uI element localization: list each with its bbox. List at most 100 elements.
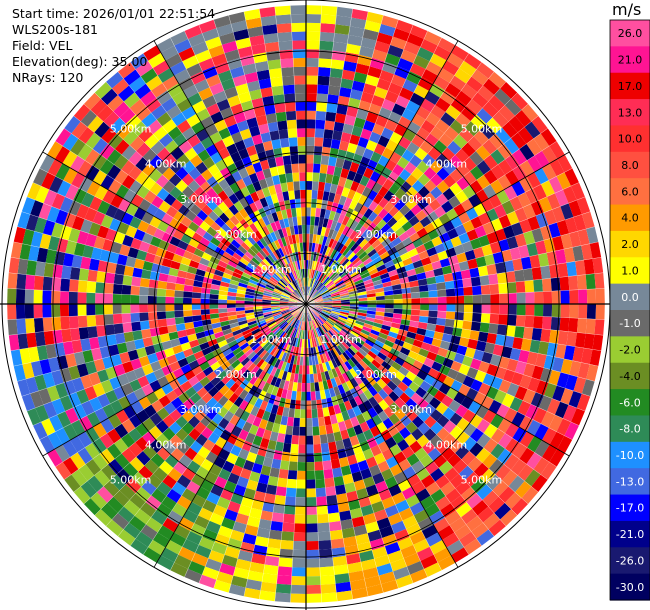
radar-gate	[25, 274, 36, 290]
radar-gate	[272, 338, 281, 347]
radar-gate	[280, 415, 289, 426]
radar-gate	[400, 181, 412, 193]
radar-gate	[322, 295, 332, 300]
radar-gate	[200, 415, 212, 427]
radar-gate	[234, 407, 245, 419]
radar-gate	[256, 240, 265, 250]
radar-gate	[382, 178, 394, 191]
radar-gate	[540, 328, 551, 343]
radar-gate	[138, 355, 151, 367]
radar-gate	[76, 363, 89, 378]
radar-gate	[388, 183, 401, 195]
radar-gate	[280, 295, 290, 300]
radar-gate	[443, 326, 454, 336]
radar-gate	[218, 468, 231, 481]
radar-gate	[467, 456, 483, 472]
radar-gate	[137, 220, 150, 233]
radar-gate	[69, 327, 81, 342]
radar-gate	[172, 253, 183, 264]
radar-gate	[38, 388, 52, 405]
radar-gate	[301, 383, 306, 392]
radar-gate	[378, 332, 389, 340]
radar-gate	[306, 488, 317, 498]
radar-gate	[496, 324, 508, 336]
radar-gate	[287, 470, 298, 480]
radar-gate	[125, 478, 142, 494]
radar-gate	[258, 123, 270, 135]
radar-gate	[189, 204, 202, 216]
radar-gate	[342, 473, 354, 485]
radar-gate	[195, 226, 207, 237]
radar-gate	[270, 324, 279, 332]
radar-gate	[257, 321, 267, 328]
radar-gate	[96, 325, 107, 337]
radar-gate	[319, 434, 328, 444]
radar-gate	[218, 304, 227, 309]
radar-gate	[283, 275, 291, 284]
radar-gate	[136, 142, 151, 157]
radar-gate	[95, 281, 105, 294]
radar-gate	[312, 309, 321, 316]
radar-gate	[223, 332, 234, 340]
radar-gate	[315, 119, 326, 130]
radar-gate	[501, 200, 515, 215]
radar-gate	[365, 111, 379, 124]
radar-gate	[328, 360, 335, 370]
radar-gate	[159, 265, 171, 275]
radar-gate	[41, 418, 56, 436]
radar-gate	[497, 174, 512, 190]
radar-gate	[362, 148, 374, 160]
radar-gate	[306, 540, 319, 551]
radar-gate	[176, 98, 192, 113]
radar-gate	[264, 288, 274, 294]
radar-gate	[372, 279, 383, 286]
radar-gate	[97, 260, 109, 273]
radar-gate	[237, 232, 248, 242]
radar-gate	[84, 207, 98, 223]
radar-gate	[235, 83, 250, 96]
radar-gate	[216, 496, 231, 510]
radar-gate	[501, 121, 518, 139]
radar-gate	[151, 104, 167, 120]
radar-gate	[325, 237, 332, 247]
radar-gate	[166, 104, 182, 120]
radar-gate	[488, 194, 502, 209]
radar-gate	[244, 402, 255, 414]
radar-gate	[320, 288, 329, 295]
radar-gate	[218, 417, 230, 430]
radar-gate	[233, 111, 247, 124]
radar-gate	[397, 246, 408, 257]
radar-gate	[165, 289, 175, 298]
radar-gate	[316, 336, 322, 346]
radar-gate	[497, 433, 513, 449]
radar-gate	[128, 165, 143, 181]
radar-gate	[235, 512, 250, 525]
radar-gate	[313, 308, 321, 315]
range-ring-label: 4.00km	[145, 438, 187, 451]
colorbar-segment	[610, 230, 650, 258]
radar-gate	[266, 282, 276, 289]
radar-gate	[375, 307, 385, 313]
radar-gate	[279, 279, 288, 287]
radar-gate	[477, 265, 489, 277]
radar-gate	[184, 227, 196, 239]
radar-gate	[319, 208, 327, 219]
radar-gate	[278, 129, 289, 140]
radar-gate	[275, 583, 292, 594]
radar-gate	[260, 339, 269, 348]
radar-gate	[315, 318, 322, 327]
radar-gate	[394, 66, 410, 80]
radar-gate	[373, 204, 384, 216]
radar-gate	[351, 80, 366, 92]
radar-gate	[176, 474, 192, 489]
radar-gate	[436, 167, 450, 181]
radar-gate	[323, 129, 334, 140]
radar-gate	[458, 465, 474, 481]
radar-gate	[428, 297, 438, 304]
radar-gate	[229, 256, 240, 265]
radar-gate	[130, 193, 144, 208]
radar-gate	[218, 294, 228, 300]
radar-gate	[246, 479, 259, 491]
radar-gate	[281, 322, 289, 331]
radar-gate	[473, 391, 487, 406]
